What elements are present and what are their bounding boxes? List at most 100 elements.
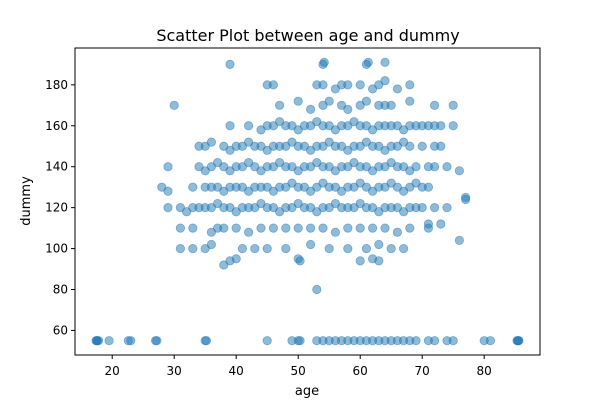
data-point	[398, 243, 409, 254]
data-point	[312, 284, 322, 295]
data-point	[392, 84, 402, 94]
data-point	[442, 203, 452, 213]
data-point	[343, 243, 353, 254]
chart-title: Scatter Plot between age and dummy	[156, 26, 459, 45]
data-point	[231, 254, 241, 264]
data-point	[293, 223, 303, 233]
data-point	[417, 203, 427, 213]
y-tick-label: 60	[53, 323, 68, 337]
data-point	[423, 182, 433, 192]
data-point	[225, 59, 235, 69]
x-tick-label: 30	[167, 364, 182, 378]
data-point	[513, 336, 523, 346]
data-point	[423, 219, 433, 229]
x-tick-label: 40	[229, 364, 244, 378]
x-axis: 20 30 40 50 60 70 80	[105, 355, 492, 378]
data-point	[250, 243, 260, 254]
data-point	[295, 256, 305, 266]
data-point	[262, 336, 272, 346]
data-point	[374, 256, 384, 266]
x-tick-label: 60	[353, 364, 368, 378]
y-tick-label: 180	[45, 78, 68, 92]
data-point	[405, 141, 415, 151]
data-point	[417, 141, 427, 151]
data-point	[405, 80, 415, 90]
data-point	[355, 256, 365, 266]
data-point	[319, 57, 329, 67]
data-point	[361, 96, 371, 106]
x-tick-label: 20	[105, 364, 120, 378]
data-point	[188, 182, 198, 192]
data-point	[436, 121, 446, 131]
data-point	[163, 203, 173, 213]
data-point	[429, 336, 440, 346]
data-point	[386, 100, 396, 110]
points-layer	[91, 57, 524, 346]
data-point	[429, 203, 440, 213]
data-point	[485, 336, 495, 346]
data-point	[175, 223, 185, 233]
data-point	[206, 239, 216, 250]
data-point	[188, 243, 198, 254]
data-point	[256, 223, 266, 233]
data-point	[281, 223, 291, 233]
data-point	[231, 223, 241, 233]
data-point	[104, 336, 114, 346]
x-tick-label: 50	[291, 364, 306, 378]
data-point	[380, 57, 390, 67]
data-point	[175, 243, 185, 254]
y-axis: 60 80 100 120 140 160 180	[45, 78, 75, 337]
y-tick-label: 80	[53, 283, 68, 297]
data-point	[436, 219, 446, 229]
data-point	[380, 76, 390, 86]
y-tick-label: 100	[45, 242, 68, 256]
data-point	[295, 336, 305, 346]
data-point	[343, 80, 353, 90]
data-point	[386, 243, 396, 254]
data-point	[343, 104, 353, 115]
data-point	[454, 166, 464, 176]
data-point	[448, 336, 458, 346]
data-point	[219, 223, 229, 233]
data-point	[225, 121, 235, 131]
data-point	[374, 239, 384, 250]
y-tick-label: 120	[45, 201, 68, 215]
data-point	[355, 223, 365, 233]
data-point	[363, 57, 373, 67]
data-point	[380, 223, 390, 233]
data-point	[454, 235, 464, 245]
data-point	[411, 162, 421, 172]
data-point	[405, 223, 415, 233]
data-point	[429, 100, 440, 110]
data-point	[361, 243, 371, 254]
data-point	[281, 243, 291, 254]
data-point	[201, 336, 212, 346]
data-point	[163, 162, 173, 172]
data-point	[152, 336, 162, 346]
data-point	[330, 227, 340, 237]
data-point	[405, 96, 415, 106]
data-point	[355, 80, 365, 90]
data-point	[318, 223, 328, 233]
data-point	[429, 162, 440, 172]
data-point	[436, 141, 446, 151]
data-point	[324, 243, 334, 254]
data-point	[305, 104, 316, 115]
axes-frame	[74, 47, 541, 356]
data-point	[268, 223, 278, 233]
x-tick-label: 80	[477, 364, 492, 378]
data-point	[206, 137, 216, 147]
data-point	[237, 243, 247, 254]
data-point	[305, 239, 316, 250]
data-point	[268, 80, 278, 90]
data-point	[318, 80, 328, 90]
data-point	[392, 227, 402, 237]
data-point	[126, 336, 136, 346]
y-axis-label: dummy	[19, 176, 34, 226]
data-point	[448, 100, 458, 110]
data-point	[367, 223, 378, 233]
x-tick-label: 70	[415, 364, 430, 378]
data-point	[244, 227, 254, 237]
